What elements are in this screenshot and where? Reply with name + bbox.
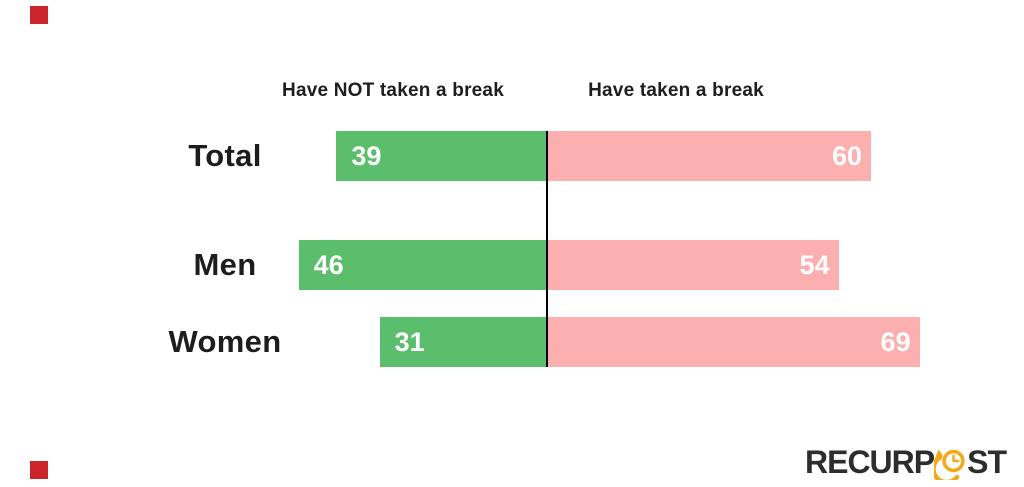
- bar-value-label: 54: [799, 249, 830, 280]
- bar-value-label: 31: [394, 326, 425, 357]
- bar-not-taken-women: 31: [379, 317, 547, 367]
- bar-not-taken-men: 46: [298, 240, 547, 290]
- logo-text-right: ST: [967, 443, 1007, 480]
- logo-text-left: RECURP: [804, 443, 935, 480]
- bar-value-label: 60: [831, 140, 862, 171]
- recurpost-logo: RECURP ST: [804, 443, 1007, 480]
- corner-marker-top-left: [30, 6, 48, 24]
- bar-value-label: 46: [313, 249, 344, 280]
- divider-line: [546, 131, 548, 367]
- bar-taken-men: 54: [547, 240, 839, 290]
- bar-value-label: 39: [351, 140, 382, 171]
- category-label-men: Men: [193, 247, 257, 282]
- legend-left-label: Have NOT taken a break: [282, 80, 504, 101]
- category-label-total: Total: [188, 138, 262, 173]
- corner-marker-bottom-left: [30, 461, 48, 479]
- bar-taken-women: 69: [547, 317, 920, 367]
- legend-right-label: Have taken a break: [588, 80, 764, 101]
- clock-history-icon: [934, 449, 966, 480]
- bar-taken-total: 60: [547, 131, 871, 181]
- category-label-women: Women: [168, 324, 282, 359]
- bar-value-label: 69: [880, 326, 911, 357]
- bar-not-taken-total: 39: [336, 131, 547, 181]
